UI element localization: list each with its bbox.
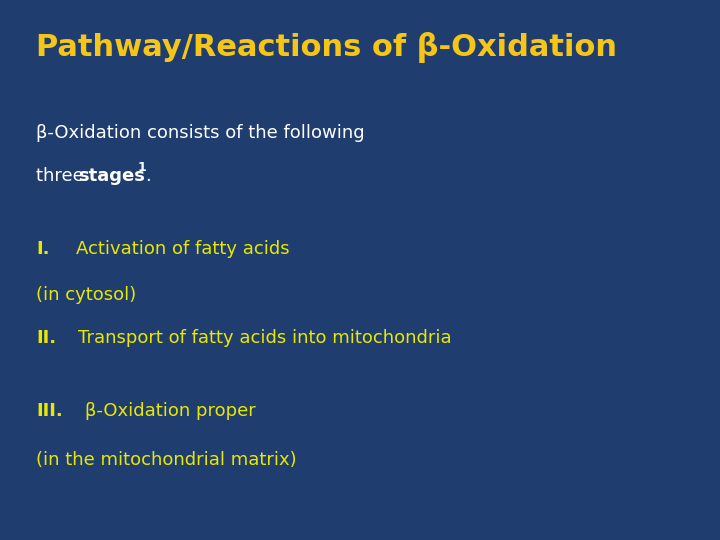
Text: Pathway/Reactions of β-Oxidation: Pathway/Reactions of β-Oxidation (36, 32, 617, 63)
Text: Transport of fatty acids into mitochondria: Transport of fatty acids into mitochondr… (78, 329, 451, 347)
Text: (in the mitochondrial matrix): (in the mitochondrial matrix) (36, 451, 297, 469)
Text: Activation of fatty acids: Activation of fatty acids (76, 240, 289, 258)
Text: three: three (36, 167, 89, 185)
Text: (in cytosol): (in cytosol) (36, 286, 136, 304)
Text: β-Oxidation proper: β-Oxidation proper (85, 402, 256, 420)
Text: 1: 1 (138, 161, 146, 174)
Text: stages: stages (78, 167, 145, 185)
Text: II.: II. (36, 329, 56, 347)
Text: .: . (145, 167, 150, 185)
Text: I.: I. (36, 240, 50, 258)
Text: III.: III. (36, 402, 63, 420)
Text: β-Oxidation consists of the following: β-Oxidation consists of the following (36, 124, 364, 142)
